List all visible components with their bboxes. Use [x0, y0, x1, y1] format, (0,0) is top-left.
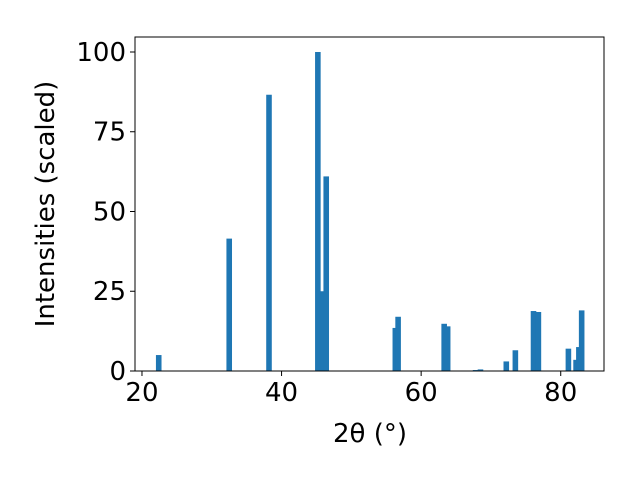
- bar: [565, 348, 572, 371]
- x-tick-label: 40: [265, 378, 298, 408]
- bar: [444, 326, 451, 371]
- bar: [477, 369, 484, 371]
- bar: [315, 51, 321, 371]
- y-axis-label: Intensities (scaled): [31, 81, 61, 328]
- x-tick-label: 20: [125, 378, 158, 408]
- bar: [323, 176, 330, 371]
- bar: [266, 94, 272, 372]
- bar: [530, 311, 537, 371]
- bar: [535, 311, 542, 371]
- bar: [578, 310, 585, 371]
- y-tick-label: 25: [93, 277, 126, 307]
- bar: [512, 350, 519, 371]
- x-axis-label: 2θ (°): [333, 419, 407, 449]
- plot-frame: [134, 36, 605, 372]
- x-tick-label: 60: [405, 378, 438, 408]
- y-tick-label: 100: [76, 38, 126, 68]
- bar: [395, 316, 401, 371]
- bar: [319, 291, 326, 371]
- bar: [155, 355, 162, 371]
- y-tick-label: 0: [109, 357, 126, 387]
- bar: [503, 361, 510, 371]
- x-tick-label: 80: [544, 378, 577, 408]
- y-tick-label: 50: [93, 197, 126, 227]
- bar: [441, 323, 447, 371]
- bar: [226, 238, 233, 371]
- y-tick-label: 75: [93, 118, 126, 148]
